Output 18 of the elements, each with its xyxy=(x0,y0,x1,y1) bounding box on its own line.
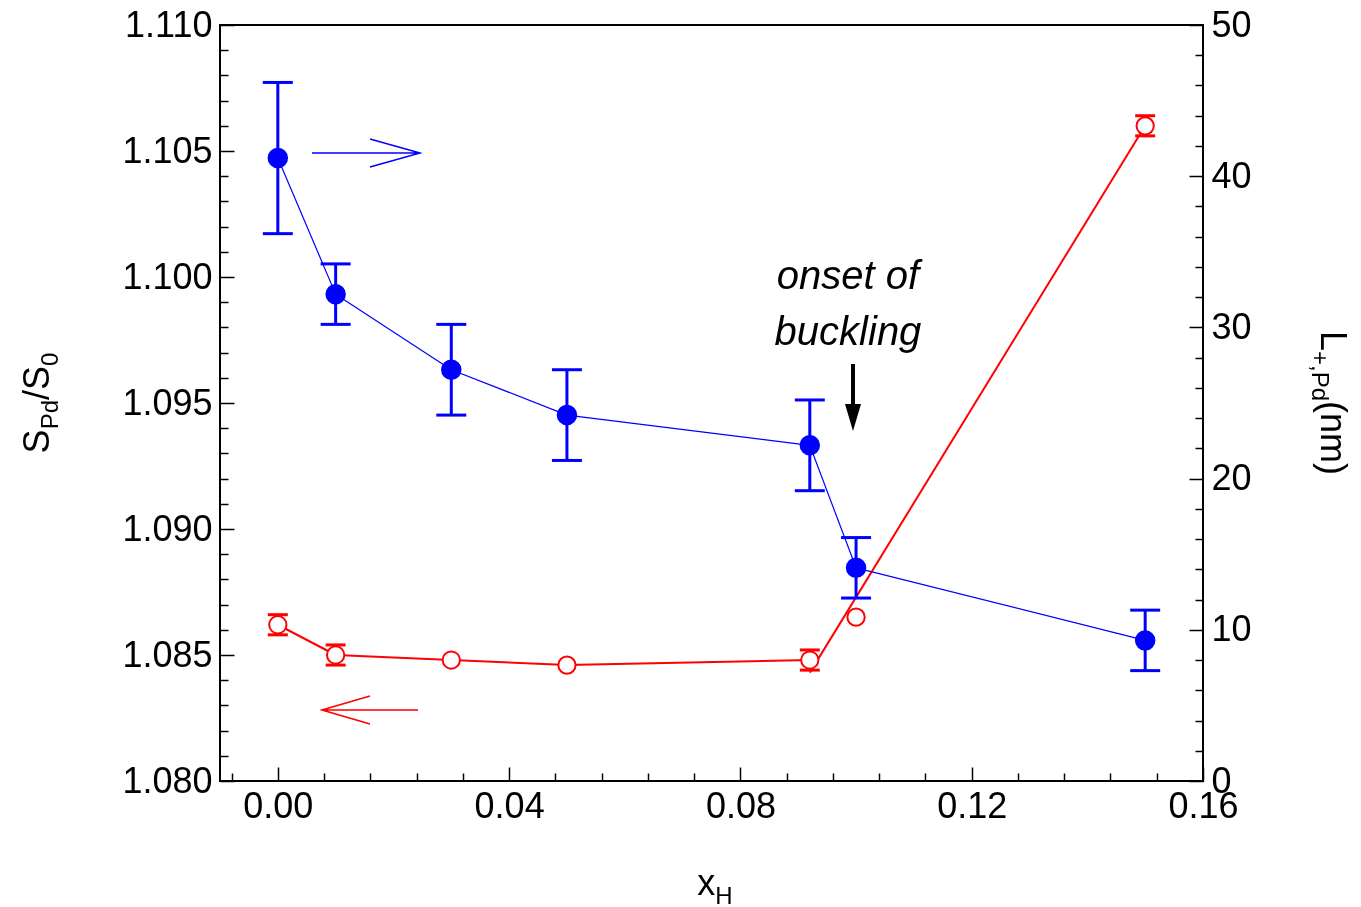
y2-tick-label: 20 xyxy=(1211,457,1252,499)
x-tick-label: 0.04 xyxy=(474,784,545,826)
y-tick-label: 1.090 xyxy=(122,507,213,549)
x-tick-label: 0.00 xyxy=(243,784,314,826)
y-tick-label: 1.100 xyxy=(122,255,213,297)
x-tick-label: 0.12 xyxy=(937,784,1008,826)
y2-tick-label: 10 xyxy=(1211,608,1252,650)
y-tick-label: 1.085 xyxy=(122,633,213,675)
y-tick-label: 1.095 xyxy=(122,381,213,423)
x-axis-title: x$_{H}$ xyxy=(697,862,733,907)
annotation: onset of buckling xyxy=(773,252,924,355)
x-tick-label: 0.08 xyxy=(705,784,776,826)
y-tick-label: 1.080 xyxy=(122,759,213,801)
y-tick-label: 1.110 xyxy=(125,3,213,45)
y2-tick-label: 30 xyxy=(1211,305,1252,347)
y2-tick-label: 50 xyxy=(1211,3,1252,45)
y2-tick-label: 40 xyxy=(1211,154,1252,196)
y-tick-label: 1.105 xyxy=(122,129,213,171)
